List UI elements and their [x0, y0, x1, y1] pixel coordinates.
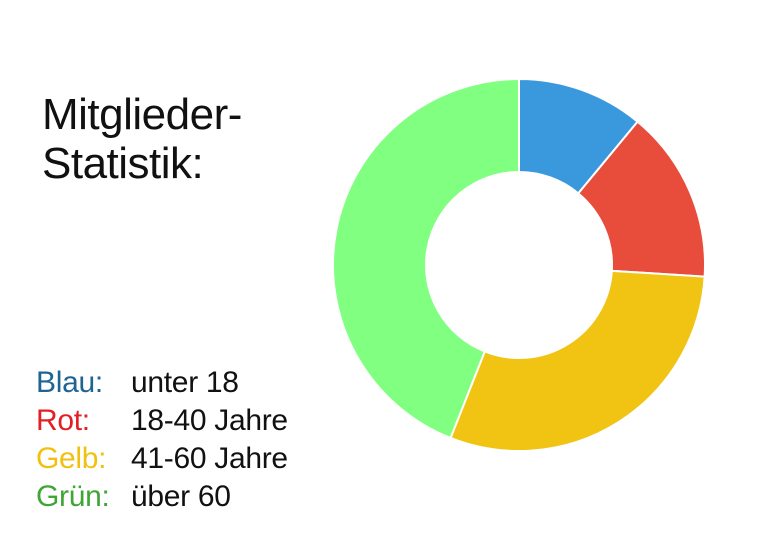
donut-slice-rot [576, 120, 706, 278]
legend-entry-rot: Rot: 18-40 Jahre [36, 402, 288, 440]
legend-entry-gelb: Gelb: 41-60 Jahre [36, 440, 288, 478]
chart-title-line-1: Mitglieder- [42, 90, 242, 139]
legend-desc-blau: unter 18 [131, 366, 239, 399]
legend-desc-rot: 18-40 Jahre [131, 404, 288, 437]
donut-slice-gelb [449, 269, 706, 452]
legend-key-gruen: Grün: [36, 480, 110, 513]
legend-entry-gruen: Grün: über 60 [36, 478, 288, 516]
legend: Blau: unter 18 Rot: 18-40 Jahre Gelb: 41-60… [36, 364, 288, 516]
legend-key-rot: Rot: [36, 404, 90, 437]
legend-desc-gruen: über 60 [131, 480, 231, 513]
donut-slices [332, 77, 706, 452]
legend-entry-blau: Blau: unter 18 [36, 364, 288, 402]
donut-slice-gruen [332, 77, 520, 440]
legend-key-blau: Blau: [36, 366, 103, 399]
chart-title-line-2: Statistik: [42, 139, 204, 188]
legend-desc-gelb: 41-60 Jahre [131, 442, 288, 475]
chart-title: Mitglieder- Statistik: [42, 90, 242, 188]
legend-key-gelb: Gelb: [36, 442, 107, 475]
